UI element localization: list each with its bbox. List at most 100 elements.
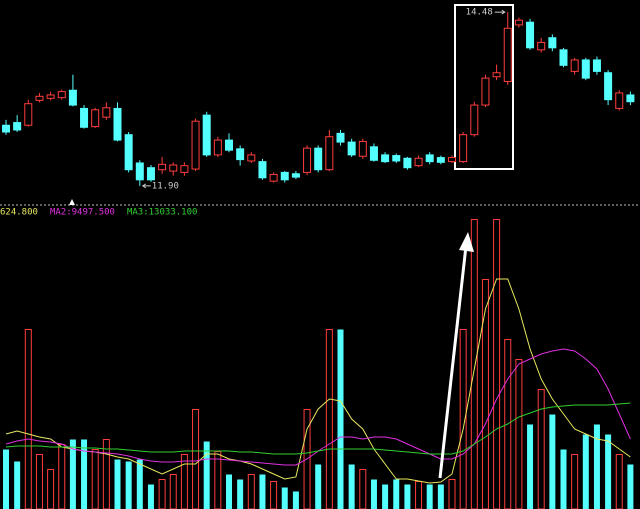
low-label: 11.90 bbox=[152, 181, 179, 191]
candle-body bbox=[102, 107, 111, 118]
volume-bar bbox=[560, 449, 567, 509]
volume-bar bbox=[348, 464, 355, 509]
volume-bar bbox=[527, 424, 534, 509]
arrow-shaft bbox=[438, 245, 468, 479]
candle-body bbox=[336, 132, 345, 143]
volume-bar bbox=[571, 454, 579, 509]
candle-body bbox=[448, 157, 456, 163]
candle-body bbox=[180, 165, 189, 173]
arrow-head bbox=[459, 232, 474, 252]
volume-bar bbox=[81, 439, 88, 509]
candle-body bbox=[347, 141, 356, 156]
volume-bar bbox=[180, 454, 188, 509]
legend-entry: MA3:13033.100 bbox=[127, 208, 197, 218]
volume-bar bbox=[426, 484, 433, 509]
low-label-arrow bbox=[141, 183, 151, 189]
candle-body bbox=[247, 154, 256, 162]
candle-body bbox=[2, 124, 10, 133]
candle-body bbox=[303, 147, 312, 173]
ma-line bbox=[5, 402, 631, 455]
volume-bar bbox=[69, 439, 76, 509]
volume-bar bbox=[102, 439, 110, 509]
candle-body bbox=[537, 41, 546, 51]
candle-body bbox=[213, 139, 222, 156]
candle-body bbox=[68, 89, 77, 106]
volume-bar bbox=[147, 484, 154, 509]
candle-body bbox=[570, 59, 579, 72]
high-label-arrow bbox=[494, 9, 506, 15]
volume-bar bbox=[537, 389, 545, 509]
candle-body bbox=[559, 49, 568, 66]
volume-bar bbox=[448, 479, 456, 509]
candle-body bbox=[280, 171, 289, 181]
volume-bar bbox=[504, 339, 512, 509]
candle-body bbox=[369, 146, 378, 161]
candle-body bbox=[91, 109, 100, 128]
candle-body bbox=[258, 161, 267, 179]
volume-bar bbox=[393, 479, 400, 509]
volume-bar bbox=[136, 459, 143, 509]
marker bbox=[69, 199, 75, 205]
volume-bar bbox=[337, 329, 344, 509]
volume-bar bbox=[615, 454, 623, 509]
volume-bar bbox=[35, 454, 43, 509]
candle-body bbox=[548, 37, 557, 49]
candle-body bbox=[425, 154, 434, 163]
candle-body bbox=[503, 27, 512, 82]
volume-bar bbox=[58, 444, 66, 509]
candle-body bbox=[291, 173, 300, 178]
candle-body bbox=[481, 77, 490, 106]
candle-body bbox=[113, 107, 122, 141]
volume-bar bbox=[370, 479, 377, 509]
candle-body bbox=[80, 107, 89, 128]
volume-bar bbox=[415, 481, 423, 509]
volume-bar bbox=[382, 484, 389, 509]
volume-bar bbox=[325, 329, 333, 509]
volume-bar bbox=[627, 464, 634, 509]
candle-body bbox=[392, 155, 401, 162]
candle-body bbox=[269, 173, 278, 182]
trend-arrow bbox=[438, 232, 474, 479]
volume-bar bbox=[247, 474, 255, 509]
candle-body bbox=[169, 164, 178, 172]
volume-bar bbox=[303, 409, 311, 509]
volume-bar bbox=[593, 424, 600, 509]
candle-body bbox=[615, 92, 624, 109]
volume-bar bbox=[237, 479, 244, 509]
candle-body bbox=[191, 120, 200, 170]
candle-body bbox=[24, 103, 33, 126]
volume-bar bbox=[605, 434, 612, 509]
volume-bar bbox=[114, 459, 121, 509]
volume-bar bbox=[359, 469, 367, 509]
candle-body bbox=[514, 19, 523, 26]
volume-bar bbox=[169, 474, 177, 509]
volume-bar bbox=[292, 491, 299, 509]
candle-body bbox=[236, 148, 245, 161]
volume-bar bbox=[315, 464, 322, 509]
candle-body bbox=[146, 167, 155, 181]
high-label: 14.48 bbox=[466, 8, 493, 18]
volume-bar bbox=[192, 409, 200, 509]
candle-body bbox=[35, 95, 44, 101]
legend-entry: 624.800 bbox=[0, 208, 38, 218]
volume-bar bbox=[281, 487, 288, 509]
highlight-box bbox=[454, 4, 514, 170]
volume-bar bbox=[270, 481, 278, 509]
candle-body bbox=[414, 157, 423, 167]
ma-line bbox=[5, 278, 631, 484]
volume-bar bbox=[3, 449, 9, 509]
candle-body bbox=[13, 122, 22, 131]
volume-bar bbox=[226, 474, 232, 509]
candle-body bbox=[459, 134, 468, 163]
volume-bar bbox=[214, 451, 222, 509]
volume-bar bbox=[437, 484, 444, 509]
volume-bar bbox=[14, 461, 21, 509]
candle-body bbox=[604, 72, 613, 101]
candle-body bbox=[526, 21, 535, 49]
candle-body bbox=[158, 163, 167, 171]
candle-body bbox=[46, 94, 55, 99]
volume-bar bbox=[91, 449, 99, 509]
candle-body bbox=[626, 94, 635, 103]
